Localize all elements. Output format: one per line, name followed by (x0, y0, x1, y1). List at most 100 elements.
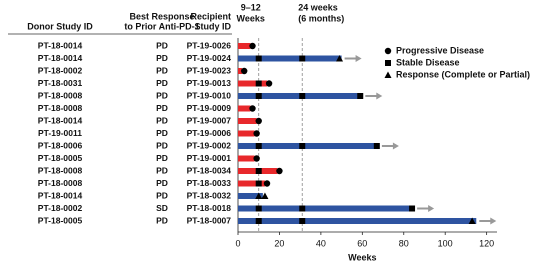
event-marker (299, 55, 306, 62)
bar (238, 143, 379, 149)
legend-label: Response (Complete or Partial) (396, 69, 530, 79)
table-cell: PT-18-0008 (38, 165, 83, 175)
table-cell: PD (156, 90, 168, 100)
table-cell: PT-18-0005 (38, 215, 83, 225)
legend-symbol (384, 47, 392, 55)
bar (238, 205, 415, 212)
legend-marker (384, 71, 392, 78)
legend-symbol (384, 71, 392, 78)
event-marker (299, 218, 306, 224)
table-cell: PT-19-0023 (187, 65, 232, 75)
event-marker (241, 67, 248, 75)
column-header: Donor Study ID (27, 21, 93, 31)
event-marker (253, 130, 260, 137)
table-cell: PT-18-0002 (38, 203, 83, 213)
event-marker (255, 93, 262, 99)
table-cell: PT-18-0002 (38, 65, 83, 75)
x-tick-label: 40 (316, 238, 326, 248)
ongoing-arrowhead (392, 142, 399, 150)
table-cell: PT-18-0034 (187, 165, 232, 175)
table-cell: PD (156, 178, 168, 188)
column-header: to Prior Anti-PD-1 (124, 21, 199, 31)
table-cell: PT-19-0001 (187, 153, 232, 163)
table-cell: PD (156, 65, 168, 75)
legend-label: Stable Disease (396, 57, 460, 67)
event-marker (299, 93, 306, 99)
table-cell: PT-18-0031 (38, 78, 83, 88)
ongoing-arrowhead (490, 217, 497, 225)
table-cell: PD (156, 53, 168, 63)
table-cell: PT-19-0007 (187, 115, 232, 125)
table-cell: PT-18-0008 (38, 178, 83, 188)
event-marker (255, 180, 262, 187)
reference-label: 24 weeks (298, 2, 338, 12)
legend-marker (385, 60, 391, 66)
table-cell: PD (156, 190, 168, 200)
column-header: Best Response (129, 11, 194, 21)
table-cell: PT-19-0009 (187, 103, 232, 113)
table-cell: PT-19-0026 (187, 40, 232, 50)
event-marker (255, 168, 262, 174)
reference-label: Weeks (237, 13, 265, 23)
legend-label: Progressive Disease (396, 45, 484, 55)
table-cell: PT-19-0010 (187, 90, 232, 100)
table-cell: PT-18-0014 (38, 190, 83, 200)
x-tick-label: 20 (274, 238, 284, 248)
event-marker (255, 218, 262, 224)
event-marker (299, 143, 306, 149)
table-cell: PT-18-0005 (38, 153, 83, 163)
table-cell: PT-19-0013 (187, 78, 232, 88)
event-marker (357, 93, 364, 99)
table-cell: PD (156, 40, 168, 50)
event-marker (409, 205, 416, 212)
bar (238, 55, 342, 62)
event-marker (299, 205, 306, 212)
table-cell: PT-19-0024 (187, 53, 232, 63)
x-tick-label: 80 (399, 238, 409, 248)
ongoing-arrowhead (428, 205, 435, 212)
event-marker (265, 80, 273, 87)
table-cell: PT-19-0011 (38, 128, 82, 138)
table-cell: PT-18-0014 (38, 115, 83, 125)
event-marker (255, 55, 262, 62)
x-tick-label: 0 (235, 238, 240, 248)
event-marker (336, 55, 344, 62)
table-cell: PT-19-0006 (187, 128, 232, 138)
bar (238, 180, 265, 187)
bar (238, 130, 255, 137)
table-cell: PT-18-0032 (187, 190, 232, 200)
legend-symbol (385, 60, 391, 66)
table-cell: PT-18-0008 (38, 90, 83, 100)
bar (238, 118, 257, 124)
bar (238, 43, 251, 49)
event-marker (255, 192, 263, 199)
table-cell: PT-18-0014 (38, 53, 83, 63)
table-cell: SD (156, 203, 168, 213)
event-marker (249, 105, 256, 112)
bar (238, 193, 263, 199)
event-marker (468, 217, 476, 224)
table-cell: PT-18-0007 (187, 215, 232, 225)
bar (238, 80, 268, 87)
table-cell: PD (156, 128, 168, 138)
reference-label: 9–12 (241, 2, 261, 12)
bar (238, 155, 255, 162)
event-marker (255, 80, 262, 87)
table-cell: PD (156, 140, 168, 150)
event-marker (253, 155, 260, 162)
event-marker (263, 180, 271, 187)
column-header: Recipient (190, 11, 231, 21)
x-tick-label: 100 (438, 238, 453, 248)
table-cell: PD (156, 215, 168, 225)
legend-marker (384, 47, 392, 55)
table-cell: PD (156, 103, 168, 113)
table-cell: PT-18-0033 (187, 178, 232, 188)
table-cell: PT-18-0008 (38, 103, 83, 113)
table-cell: PT-18-0018 (187, 203, 232, 213)
ongoing-arrowhead (355, 55, 362, 62)
x-tick-label: 60 (357, 238, 367, 248)
table-cell: PD (156, 153, 168, 163)
event-marker (255, 143, 262, 149)
table-cell: PD (156, 115, 168, 125)
